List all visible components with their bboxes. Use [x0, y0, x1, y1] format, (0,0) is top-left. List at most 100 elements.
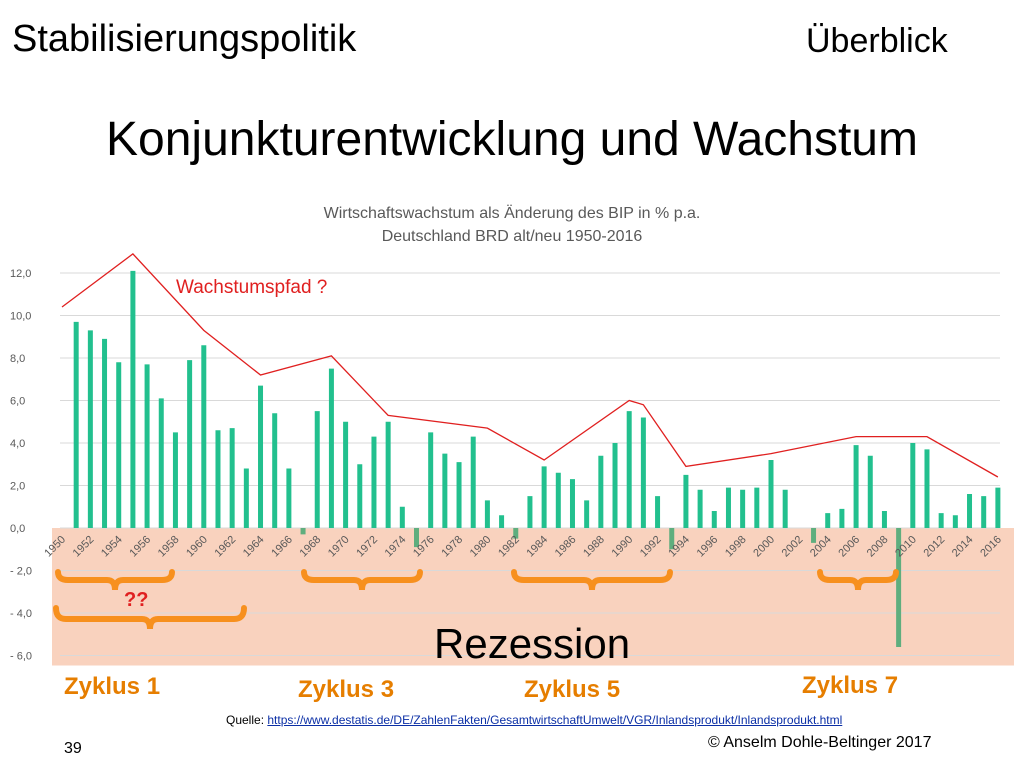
bar: [442, 453, 448, 528]
bar: [215, 430, 221, 528]
bar: [428, 432, 434, 528]
bar-series: [73, 270, 1001, 647]
bar: [470, 436, 476, 528]
bar: [243, 468, 249, 528]
bar: [300, 528, 306, 535]
cycle-braces: [53, 569, 899, 630]
recession-label: Rezession: [434, 620, 631, 667]
bar: [655, 496, 661, 528]
bar: [725, 487, 731, 528]
bar: [867, 455, 873, 528]
cycle-brace: [817, 569, 899, 591]
growth-path-label: Wachstumspfad ?: [176, 277, 327, 298]
bar: [258, 385, 264, 528]
bar: [541, 466, 547, 528]
bar: [569, 479, 575, 528]
bar: [144, 364, 150, 528]
source-prefix: Quelle:: [226, 713, 268, 727]
bar: [697, 489, 703, 528]
header-section-label: Überblick: [806, 22, 948, 60]
y-tick-label: - 2,0: [10, 566, 32, 578]
bar: [527, 496, 533, 528]
bar: [371, 436, 377, 528]
bar: [896, 528, 902, 647]
bar: [881, 511, 887, 528]
chart-subtitle: Deutschland BRD alt/neu 1950-2016: [382, 228, 643, 245]
bar: [910, 443, 916, 528]
growth-path-line: [61, 253, 999, 478]
page-number: 39: [64, 740, 82, 757]
y-tick-label: - 6,0: [10, 651, 32, 663]
bar: [555, 472, 561, 528]
y-tick-label: 12,0: [10, 268, 31, 280]
bar: [414, 528, 419, 548]
y-tick-label: 6,0: [10, 396, 25, 408]
bar: [924, 449, 930, 528]
recession-band: [52, 528, 1014, 666]
bar: [73, 321, 79, 528]
bar: [116, 362, 122, 528]
bar: [286, 468, 292, 528]
bar: [995, 487, 1001, 528]
bar: [768, 460, 774, 528]
bar: [201, 345, 207, 528]
bar: [981, 496, 987, 528]
cycle-brace: [511, 569, 673, 591]
y-tick-label: - 4,0: [10, 608, 32, 620]
source-link[interactable]: https://www.destatis.de/DE/ZahlenFakten/…: [267, 713, 843, 727]
cycle-brace: [55, 569, 175, 591]
bar: [130, 270, 136, 528]
bar: [640, 417, 646, 528]
cycle-label-7: Zyklus 7: [802, 672, 899, 699]
bar: [683, 474, 689, 528]
bar: [825, 513, 831, 528]
bar: [399, 506, 405, 528]
chart-title: Wirtschaftswachstum als Änderung des BIP…: [324, 204, 701, 222]
bar: [484, 500, 490, 528]
cycle-label-3: Zyklus 3: [298, 676, 395, 703]
bar: [754, 487, 760, 528]
bar: [626, 411, 632, 528]
question-marks: ??: [124, 589, 148, 611]
bar: [669, 528, 675, 550]
y-axis-labels: 12,0 10,0 8,0 6,0 4,0 2,0 0,0 - 2,0 - 4,0 - 6,0: [10, 268, 32, 663]
bar: [967, 494, 973, 528]
bar: [328, 368, 334, 528]
bar: [385, 421, 391, 528]
cycle-label-1: Zyklus 1: [64, 673, 161, 700]
cycle-brace: [53, 605, 247, 630]
bar: [456, 462, 462, 528]
y-tick-label: 2,0: [10, 481, 25, 493]
bar: [357, 464, 363, 528]
bar: [187, 360, 193, 528]
bar: [172, 432, 178, 528]
bar: [952, 515, 958, 528]
slide-title: Konjunkturentwicklung und Wachstum: [106, 113, 918, 166]
bar: [158, 398, 164, 528]
bar: [711, 511, 717, 528]
bar: [782, 489, 788, 528]
bar: [853, 445, 859, 528]
y-tick-label: 4,0: [10, 438, 25, 450]
bar: [513, 528, 519, 539]
bar: [499, 515, 505, 528]
y-tick-label: 8,0: [10, 353, 25, 365]
bar: [314, 411, 320, 528]
bar: [612, 443, 618, 528]
bar: [938, 513, 944, 528]
bar: [343, 421, 349, 528]
cycle-brace: [301, 569, 423, 591]
copyright: © Anselm Dohle-Beltinger 2017: [708, 734, 932, 751]
bar: [740, 489, 746, 528]
bar: [598, 455, 604, 528]
bar: [102, 338, 108, 528]
cycle-label-5: Zyklus 5: [524, 676, 621, 703]
header-title: Stabilisierungspolitik: [12, 18, 357, 60]
bar: [87, 330, 93, 528]
bar: [584, 500, 590, 528]
bar: [839, 508, 845, 528]
y-tick-label: 10,0: [10, 311, 31, 323]
bar: [272, 413, 278, 528]
y-tick-label: 0,0: [10, 523, 25, 535]
